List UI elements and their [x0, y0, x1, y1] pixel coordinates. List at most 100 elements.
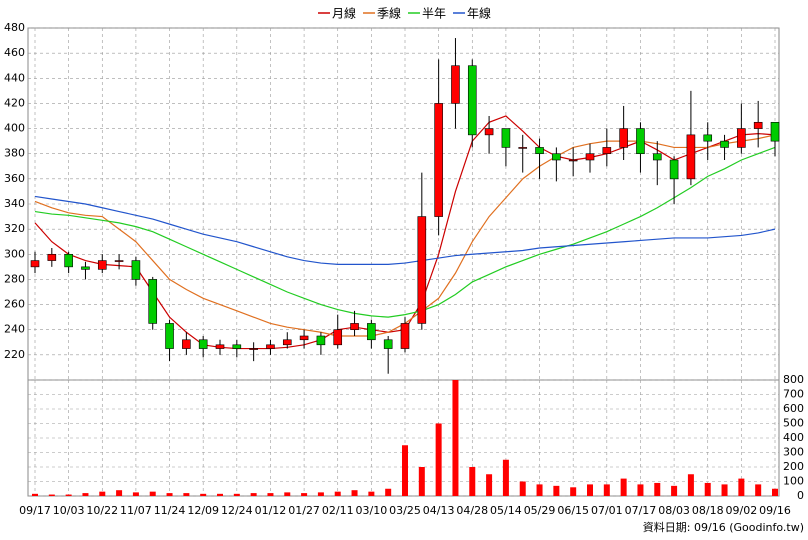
candle-body	[316, 335, 326, 346]
volume-bar	[284, 492, 291, 496]
x-tick-label: 05/14	[490, 504, 522, 517]
legend-label: 年線	[467, 6, 491, 21]
volume-bar	[267, 493, 274, 496]
volume-bar	[536, 484, 543, 496]
candle-body	[652, 153, 662, 161]
x-tick-label: 04/28	[456, 504, 488, 517]
x-tick-label: 04/13	[423, 504, 455, 517]
y-tick-label: 360	[4, 172, 25, 185]
volume-tick-label: 700	[783, 388, 804, 401]
candle-body	[367, 323, 376, 341]
volume-bar	[435, 423, 442, 496]
volume-bar	[132, 492, 139, 496]
y-tick-label: 300	[4, 247, 25, 260]
volume-bar	[721, 484, 728, 496]
y-tick-label: 460	[4, 46, 25, 59]
x-tick-label: 12/09	[187, 504, 219, 517]
volume-bar	[637, 484, 644, 496]
y-tick-label: 480	[4, 21, 25, 34]
volume-bar	[233, 493, 240, 496]
x-tick-label: 12/24	[221, 504, 253, 517]
candle-body	[131, 260, 141, 280]
volume-bar	[418, 467, 425, 496]
candle-body	[148, 279, 158, 324]
legend-label: 半年	[422, 7, 446, 21]
candle-body	[686, 134, 696, 180]
volume-bar	[654, 482, 661, 496]
candle-body	[451, 65, 460, 104]
candle-body	[417, 216, 427, 324]
x-tick-label: 01/12	[255, 504, 287, 517]
candle-body	[703, 134, 713, 142]
volume-bar	[149, 491, 156, 496]
candle-body	[64, 253, 73, 268]
volume-tick-label: 800	[783, 373, 804, 386]
volume-bar	[317, 492, 324, 496]
candle-body	[182, 339, 191, 349]
volume-bar	[334, 491, 341, 496]
candle-body	[232, 344, 242, 349]
x-tick-label: 11/24	[154, 504, 186, 517]
candle-body	[383, 339, 393, 349]
ma-line	[34, 146, 776, 318]
volume-bar	[469, 467, 476, 496]
candle-body	[535, 147, 544, 155]
candle-body	[484, 128, 494, 136]
candle-body	[198, 339, 208, 349]
volume-bar	[519, 481, 526, 496]
volume-bar	[183, 493, 190, 496]
x-tick-label: 08/18	[692, 504, 724, 517]
volume-bar	[65, 494, 72, 496]
volume-bar	[738, 478, 745, 496]
candle-body	[737, 128, 746, 148]
y-tick-label: 280	[4, 272, 25, 285]
y-tick-label: 260	[4, 298, 25, 311]
volume-bar	[116, 490, 123, 496]
ma-line	[34, 195, 776, 265]
x-tick-label: 05/29	[524, 504, 556, 517]
x-tick-label: 03/25	[389, 504, 421, 517]
candle-body	[30, 260, 40, 268]
volume-bar	[502, 459, 509, 496]
x-tick-label: 03/10	[356, 504, 388, 517]
candle-body	[753, 121, 763, 129]
candle-body	[266, 344, 275, 349]
x-tick-label: 09/16	[759, 504, 791, 517]
candle-body	[400, 323, 410, 349]
x-tick-label: 07/01	[591, 504, 623, 517]
candle-body	[333, 329, 343, 346]
x-tick-label: 07/17	[625, 504, 657, 517]
volume-bar	[603, 484, 610, 496]
candle-body	[47, 253, 57, 261]
y-tick-label: 220	[4, 348, 25, 361]
volume-bar	[570, 487, 577, 496]
candle-body	[249, 348, 258, 350]
volume-bar	[553, 485, 560, 496]
volume-tick-label: 600	[783, 402, 804, 415]
candle-body	[434, 103, 443, 217]
source-note: 資料日期: 09/16 (Goodinfo.tw)	[643, 520, 804, 534]
volume-bar	[82, 493, 89, 496]
volume-bar	[486, 474, 493, 496]
volume-tick-label: 200	[783, 460, 804, 473]
y-tick-label: 240	[4, 323, 25, 336]
candle-body	[97, 260, 107, 270]
volume-bar	[368, 491, 375, 496]
volume-tick-label: 300	[783, 446, 804, 459]
candle-body	[518, 147, 528, 149]
volume-bar	[200, 493, 207, 496]
volume-bar	[250, 493, 257, 496]
volume-bar	[452, 380, 459, 496]
x-tick-label: 06/15	[557, 504, 589, 517]
candle-body	[81, 266, 90, 270]
candle-body	[282, 339, 292, 346]
legend-label: 季線	[377, 6, 401, 21]
volume-bar	[772, 488, 778, 496]
y-tick-label: 340	[4, 197, 25, 210]
candle-body	[114, 260, 124, 262]
candle-body	[770, 121, 780, 142]
volume-bar	[166, 493, 173, 496]
y-tick-label: 440	[4, 71, 25, 84]
x-tick-label: 09/17	[19, 504, 51, 517]
